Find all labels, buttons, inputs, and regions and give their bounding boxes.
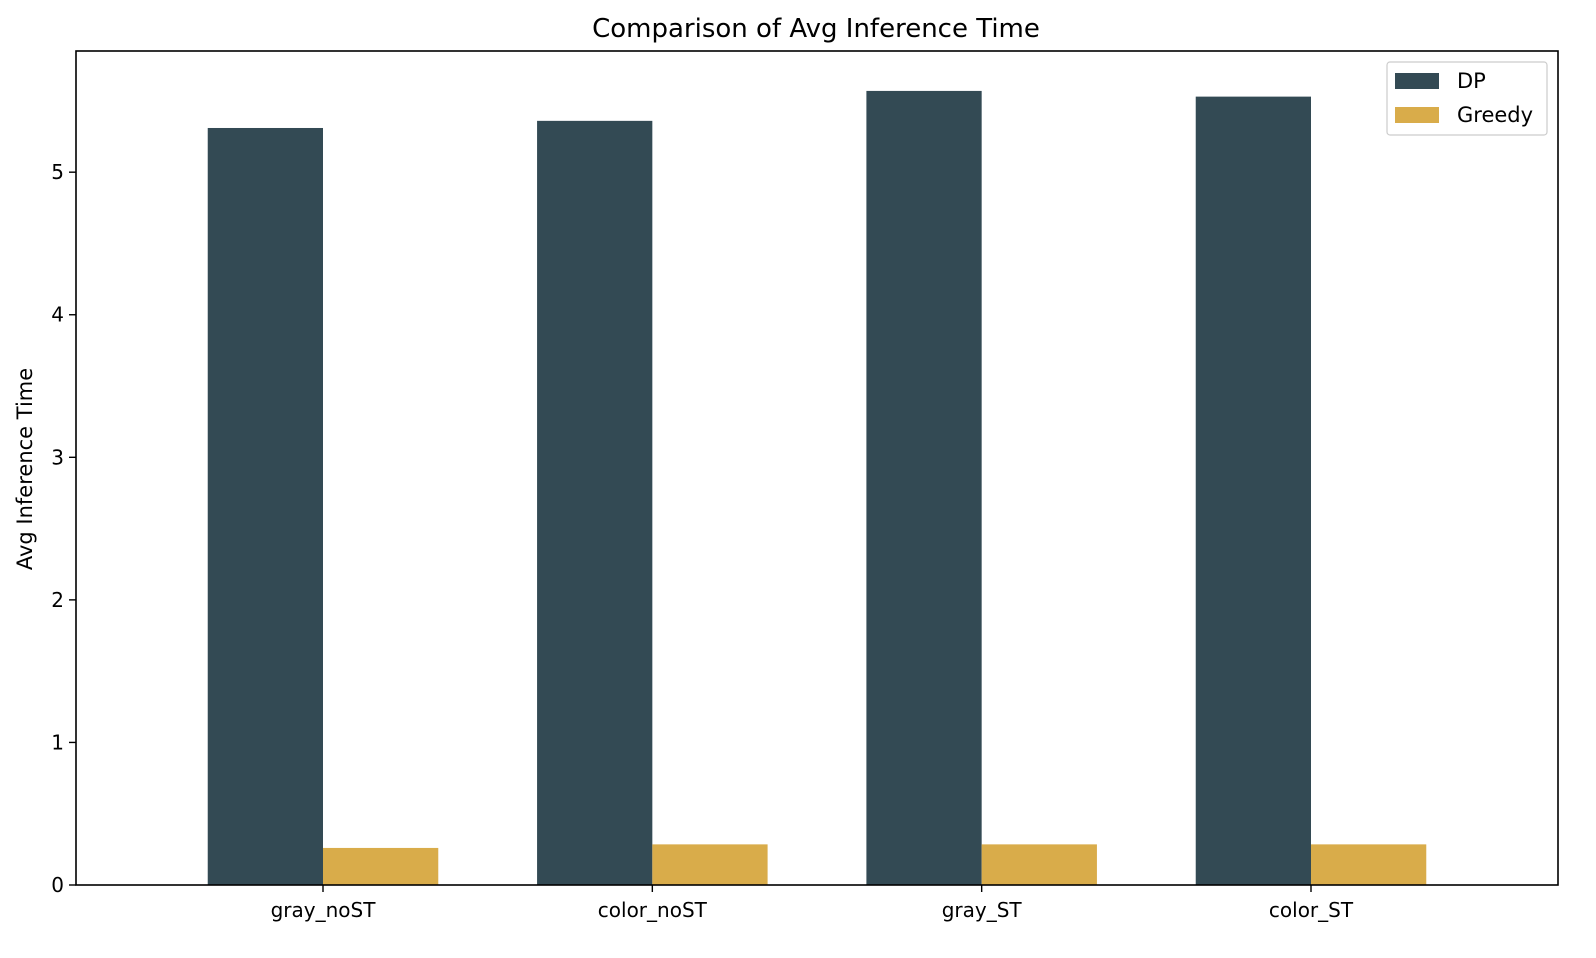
legend-label-greedy: Greedy — [1457, 103, 1533, 127]
x-tick-label: gray_noST — [271, 898, 377, 922]
y-tick-label: 2 — [51, 588, 64, 612]
y-tick-label: 5 — [51, 160, 64, 184]
x-tick-label: color_ST — [1269, 898, 1354, 922]
bars — [207, 90, 1427, 886]
x-tick-label: gray_ST — [942, 898, 1023, 922]
y-tick-label: 3 — [51, 445, 64, 469]
bar-greedy-color_ST — [1311, 844, 1427, 885]
legend-swatch-dp — [1395, 73, 1439, 89]
bar-dp-color_ST — [1195, 96, 1311, 886]
bar-greedy-gray_ST — [981, 844, 1097, 885]
bar-greedy-color_noST — [652, 844, 768, 885]
y-tick-label: 4 — [51, 303, 64, 327]
legend-label-dp: DP — [1457, 69, 1486, 93]
y-axis-label: Avg Inference Time — [13, 368, 37, 570]
y-tick-label: 0 — [51, 873, 64, 897]
bar-greedy-gray_noST — [323, 847, 439, 885]
legend: DP Greedy — [1386, 61, 1548, 136]
x-axis-ticks: gray_noST color_noST gray_ST color_ST — [271, 885, 1354, 922]
bar-dp-gray_noST — [207, 127, 323, 885]
y-axis-ticks: 0 1 2 3 4 5 — [51, 160, 76, 897]
chart-title: Comparison of Avg Inference Time — [592, 14, 1040, 44]
plot-frame — [75, 50, 1559, 886]
y-tick-label: 1 — [51, 730, 64, 754]
x-tick-label: color_noST — [598, 898, 708, 922]
bar-dp-color_noST — [537, 120, 653, 886]
legend-swatch-greedy — [1395, 107, 1439, 123]
bar-dp-gray_ST — [866, 90, 982, 885]
